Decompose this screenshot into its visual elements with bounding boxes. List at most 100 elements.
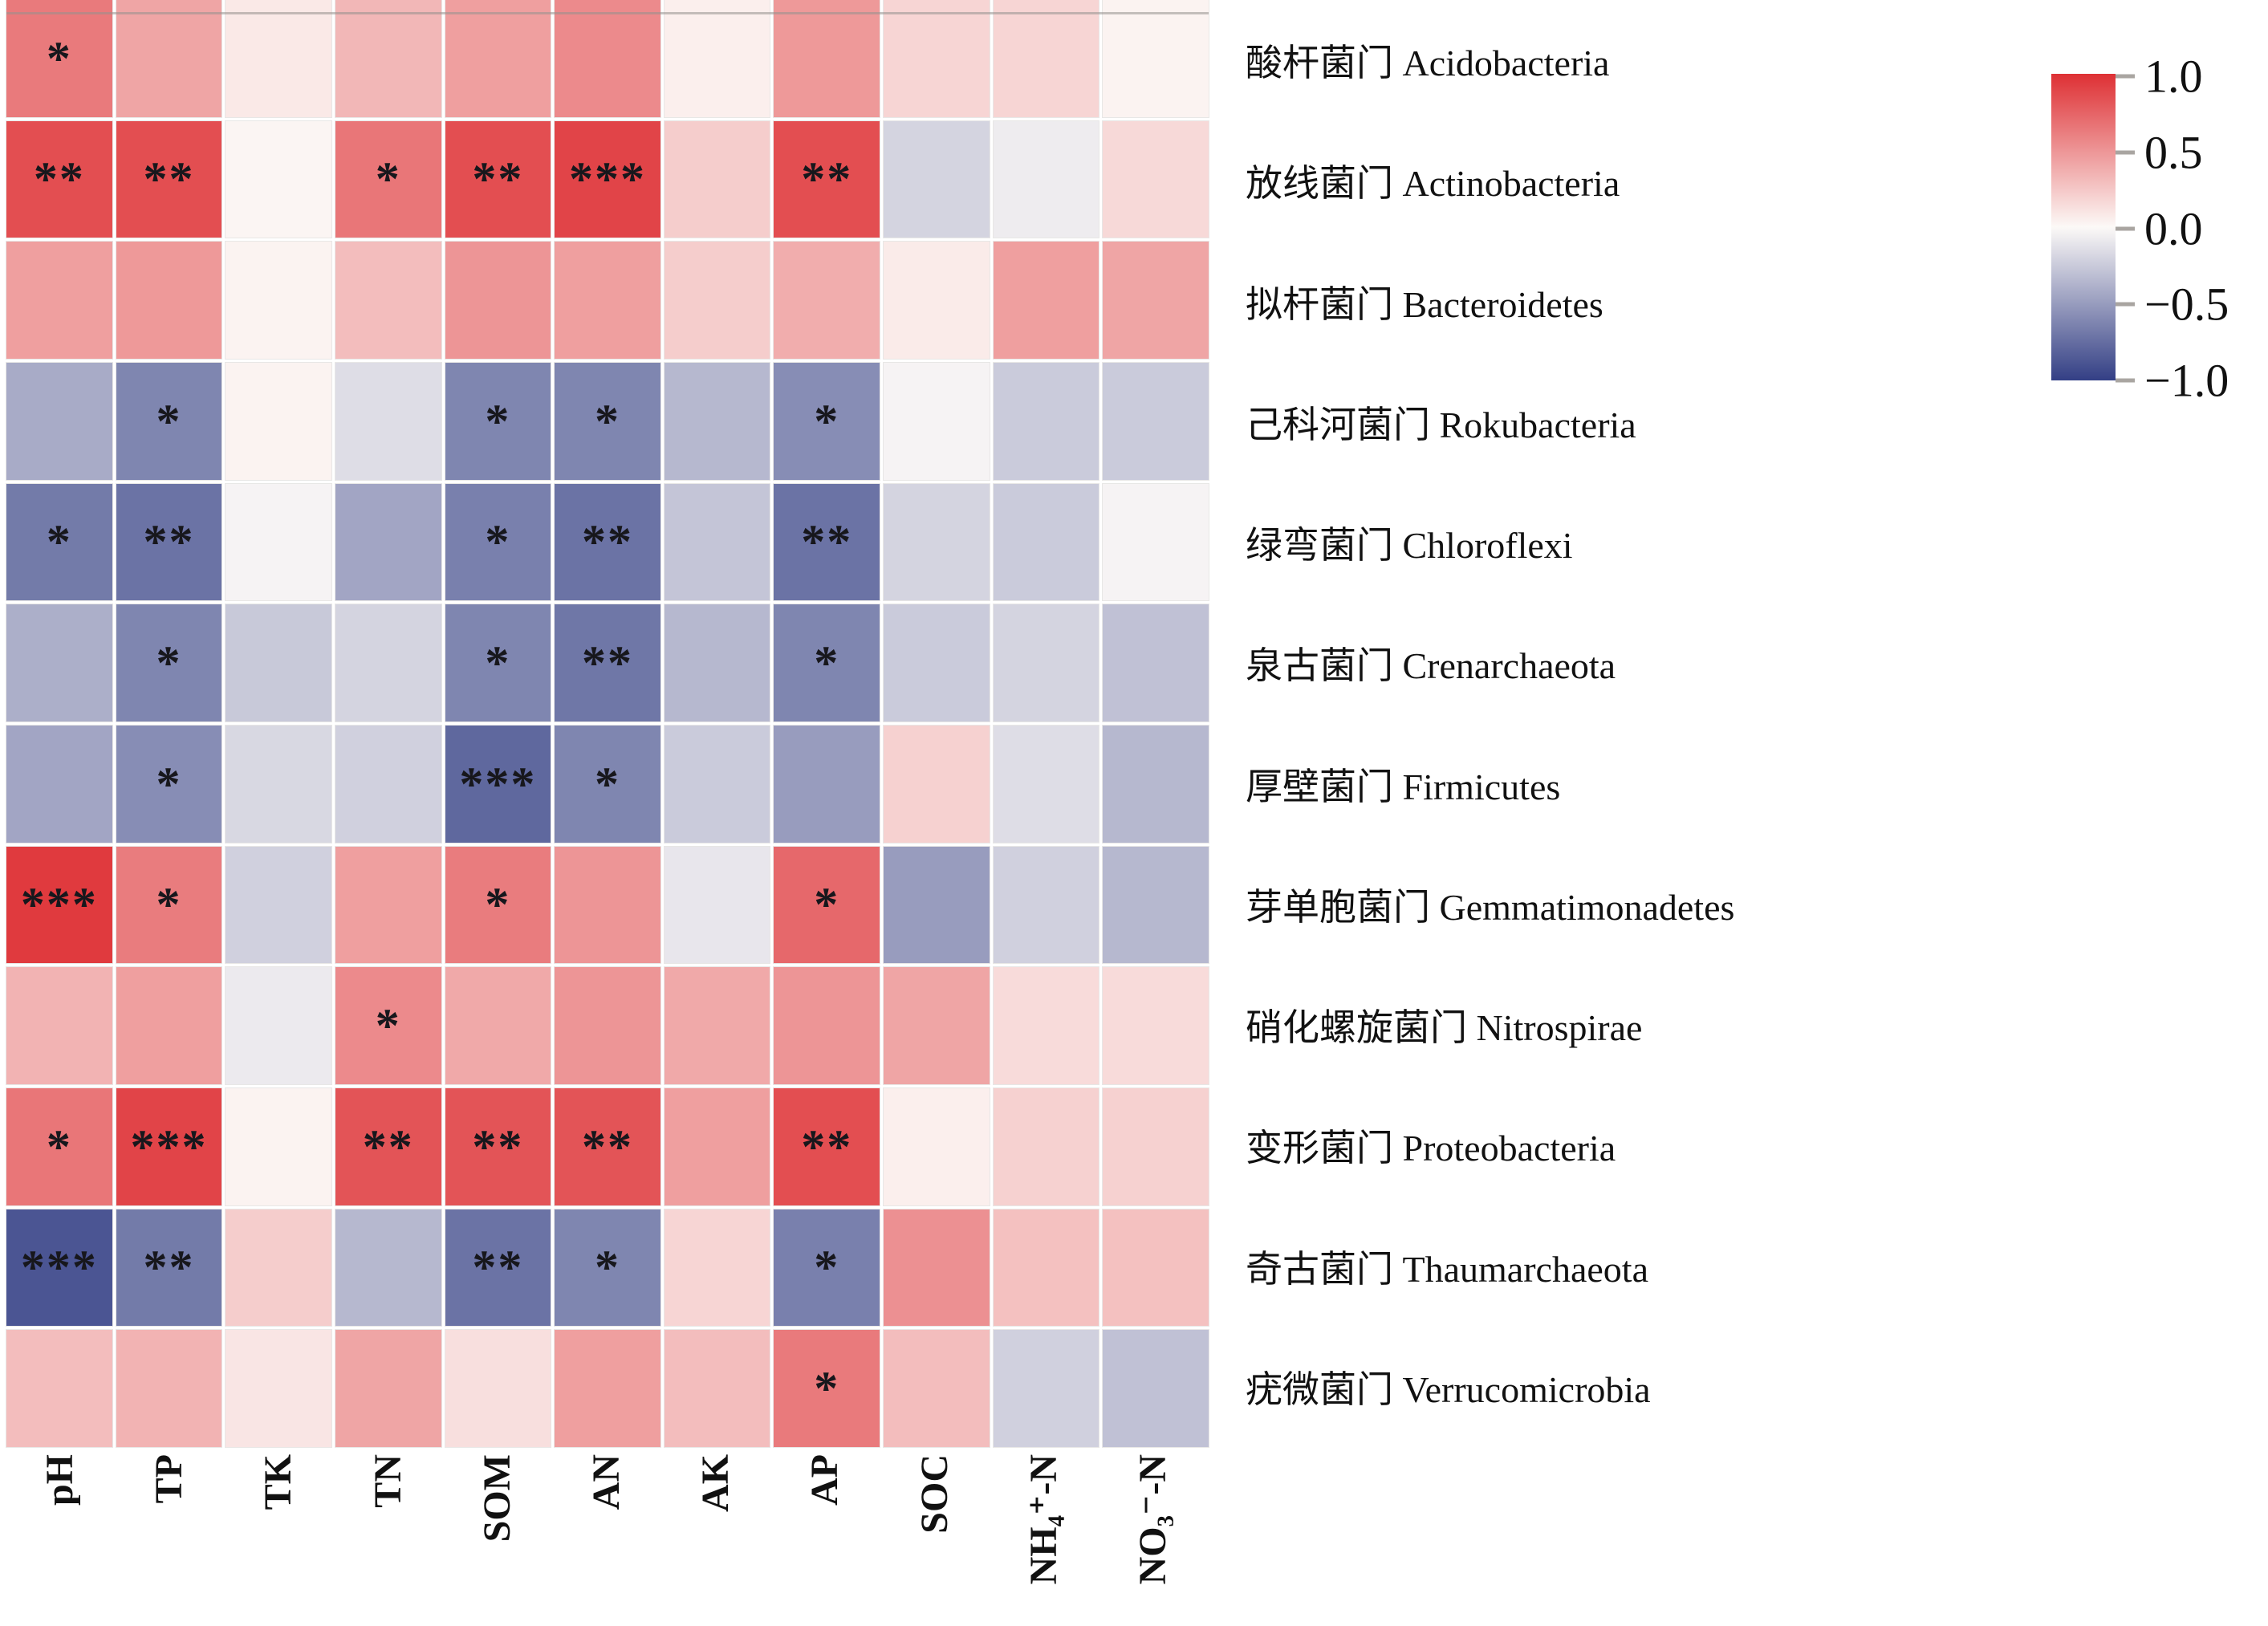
significance-stars: ** [581, 636, 633, 690]
heatmap-cell [225, 1329, 332, 1448]
significance-stars: *** [130, 1120, 208, 1173]
heatmap-cell [883, 1208, 990, 1327]
heatmap-cell [225, 1087, 332, 1206]
heatmap-cell: ** [444, 1208, 552, 1327]
significance-stars: * [375, 152, 401, 206]
heatmap-cell [883, 482, 990, 602]
heatmap-cell: ** [554, 482, 661, 602]
heatmap-cell [883, 725, 990, 843]
legend-tick-label: 0.5 [2144, 126, 2203, 179]
heatmap-cell [992, 362, 1100, 481]
heatmap-cell: * [554, 1208, 661, 1327]
significance-stars: * [814, 1241, 840, 1295]
heatmap-cell [334, 1329, 442, 1448]
significance-stars: *** [568, 152, 646, 206]
heatmap-cell: * [334, 966, 442, 1085]
heatmap-cell [883, 0, 990, 118]
heatmap-cell: ** [773, 120, 881, 239]
heatmap-cell [1102, 1329, 1209, 1448]
heatmap-cell [883, 362, 990, 481]
heatmap-cell [663, 1329, 771, 1448]
heatmap-cell [1102, 1087, 1209, 1206]
heatmap-cell: ** [773, 482, 881, 602]
legend-tick-mark [2116, 150, 2135, 155]
significance-stars: ** [472, 1120, 524, 1173]
heatmap-cell [334, 845, 442, 965]
heatmap-cell: * [773, 1208, 881, 1327]
heatmap-cell [225, 241, 332, 360]
heatmap-cell [334, 1208, 442, 1327]
heatmap-cell: * [444, 845, 552, 965]
column-label: AK [694, 1454, 738, 1512]
heatmap-cell [6, 241, 113, 360]
heatmap-cell [444, 241, 552, 360]
row-label: 硝化螺旋菌门 Nitrospirae [1246, 1007, 1643, 1049]
heatmap-cell [444, 1329, 552, 1448]
heatmap-cell: * [115, 604, 223, 722]
significance-stars: ** [143, 152, 195, 206]
significance-stars: * [46, 1120, 72, 1173]
column-label: AP [803, 1454, 847, 1506]
heatmap-cell [334, 482, 442, 602]
significance-stars: ** [472, 152, 524, 206]
heatmap-cell [883, 1329, 990, 1448]
row-label: 变形菌门 Proteobacteria [1246, 1128, 1616, 1169]
heatmap-cell [1102, 0, 1209, 118]
heatmap-cell: ** [115, 482, 223, 602]
significance-stars: * [814, 1362, 840, 1416]
column-label: SOC [912, 1454, 956, 1534]
row-label: 泉古菌门 Crenarchaeota [1246, 645, 1616, 687]
legend-tick-label: −0.5 [2144, 278, 2229, 331]
heatmap-cell [6, 966, 113, 1085]
heatmap-cell [554, 966, 661, 1085]
heatmap-cell [1102, 241, 1209, 360]
heatmap-cell: * [115, 725, 223, 843]
heatmap-cell [225, 482, 332, 602]
heatmap-cell [992, 241, 1100, 360]
column-label: NH₄⁺-N [1022, 1454, 1065, 1585]
heatmap-cell: ** [554, 604, 661, 722]
heatmap-cell [663, 241, 771, 360]
heatmap-cell [225, 1208, 332, 1327]
heatmap-cell: * [6, 482, 113, 602]
column-labels: pH TP TK TN SOM AN AK AP SOC NH₄⁺-N NO₃⁻-N [6, 1454, 1209, 1626]
heatmap-cell [6, 1329, 113, 1448]
row-label: 芽单胞菌门 Gemmatimonadetes [1246, 886, 1735, 928]
column-label: TN [366, 1454, 409, 1508]
heatmap-cell [1102, 845, 1209, 965]
heatmap-cell [663, 0, 771, 118]
heatmap-cell: *** [115, 1087, 223, 1206]
heatmap-cell [992, 1087, 1100, 1206]
heatmap-cell [334, 362, 442, 481]
legend-tick-label: −1.0 [2144, 354, 2229, 407]
significance-stars: ** [801, 1120, 853, 1173]
heatmap-cell: * [773, 845, 881, 965]
heatmap-cell [225, 725, 332, 843]
heatmap-cell [773, 966, 881, 1085]
heatmap-cell: ** [444, 120, 552, 239]
heatmap-cell: *** [554, 120, 661, 239]
legend-tick-mark [2116, 226, 2135, 230]
row-labels: 酸杆菌门 Acidobacteria 放线菌门 Actinobacteria 拟杆菌… [1246, 0, 2048, 1447]
heatmap-cell [663, 966, 771, 1085]
significance-stars: * [814, 394, 840, 448]
heatmap-cell [883, 845, 990, 965]
heatmap-cell: * [773, 1329, 881, 1448]
heatmap-cell [663, 1208, 771, 1327]
heatmap-cell [992, 604, 1100, 722]
heatmap-cell [992, 966, 1100, 1085]
heatmap-cell: * [6, 1087, 113, 1206]
heatmap-cell [6, 725, 113, 843]
heatmap-cell [992, 725, 1100, 843]
significance-stars: * [594, 1241, 620, 1295]
heatmap-cell [663, 482, 771, 602]
row-label: 酸杆菌门 Acidobacteria [1246, 43, 1610, 84]
row-label: 绿弯菌门 Chloroflexi [1246, 525, 1573, 567]
heatmap-cell [334, 604, 442, 722]
heatmap-cell [663, 362, 771, 481]
heatmap-cell: ** [6, 120, 113, 239]
heatmap-grid: * ** ** * ** *** ** * * * * * ** * ** ** * * ** * * *** * *** * *… [6, 0, 1209, 1448]
heatmap-cell: * [115, 845, 223, 965]
legend-tick-label: 1.0 [2144, 50, 2203, 103]
significance-stars: * [594, 757, 620, 811]
